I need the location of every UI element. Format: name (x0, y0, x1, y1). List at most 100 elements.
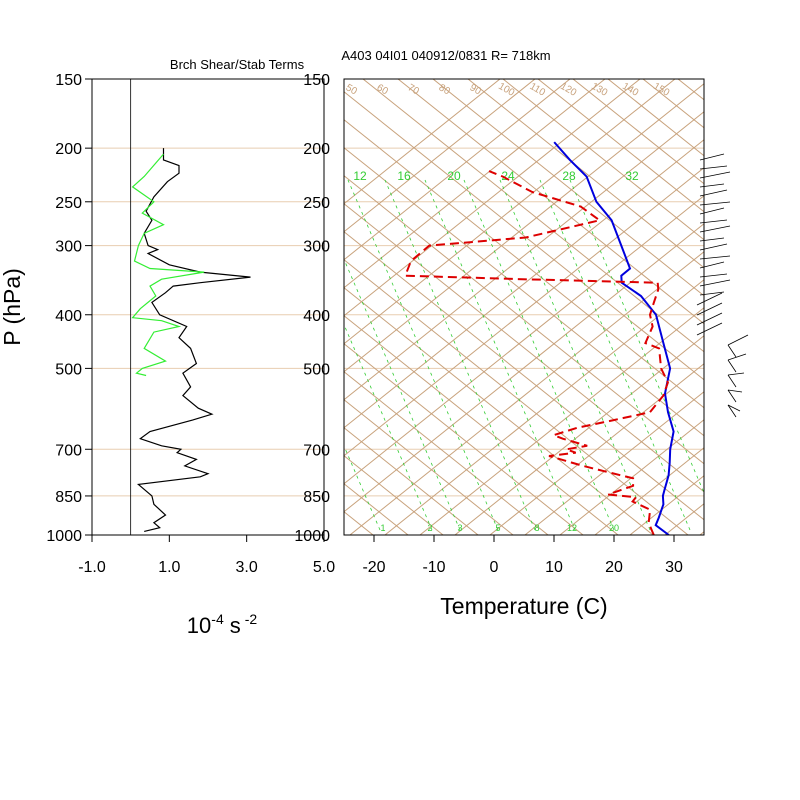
mixing-ratio-line (344, 258, 461, 531)
right-panel-frame (343, 78, 705, 536)
theta-label-50: 50 (344, 82, 360, 97)
wind-barb-staff (727, 334, 749, 346)
right-xtick-label-30: 30 (665, 559, 683, 576)
right-series-group (403, 141, 675, 535)
right-ytick-label-400: 400 (303, 308, 330, 325)
adiabat-line (0, 0, 239, 540)
shear-stab-panel: 150 200 250 300 400 500 700 850 1000 -1.0 1.0 3.0 5… (46, 72, 335, 576)
theta-label-80: 80 (437, 82, 453, 97)
units-axis-label: 10-4 s -2 (187, 611, 258, 638)
left-ytick-label-150: 150 (55, 72, 82, 89)
wind-barb-staff (727, 353, 747, 361)
adiabat-line (344, 427, 479, 535)
adiabat-line (344, 119, 704, 409)
sounding-temperature (553, 141, 675, 535)
right-xtick-label-10: 10 (545, 559, 563, 576)
wind-barb-staff (699, 279, 731, 287)
theta-labels: 50 60 70 80 90 100 110 120 130 140 150 (344, 81, 672, 99)
wind-barb-staff (699, 165, 728, 170)
right-ytick-label-300: 300 (303, 239, 330, 256)
units-unit: s (230, 613, 241, 638)
mixing-ratio-line (463, 179, 615, 531)
shear-stab-title: Brch Shear/Stab Terms (170, 57, 305, 72)
wind-barb-staff (699, 261, 725, 269)
isotherm-line (524, 391, 704, 535)
left-ytick-label-300: 300 (55, 239, 82, 256)
left-series-green (131, 153, 205, 377)
wind-barb-staff (699, 219, 728, 224)
wind-barb-staff (699, 273, 728, 278)
sounding-dewpoint (403, 170, 669, 535)
theta-label-90: 90 (468, 82, 484, 97)
right-ytick-label-850: 850 (303, 489, 330, 506)
isotherm-line (699, 531, 704, 535)
right-xtick-label-20: 20 (605, 559, 623, 576)
adiabat-line (432, 79, 704, 297)
right-xtick-label--10: -10 (422, 559, 445, 576)
right-x-axis: -20 -10 0 10 20 30 (362, 535, 683, 576)
right-ytick-label-500: 500 (303, 361, 330, 378)
mixing-ratio-line (424, 179, 576, 531)
mixing-ratio-label-24: 24 (501, 169, 515, 183)
wind-barb-staff (696, 302, 723, 316)
left-x-axis: -1.0 1.0 3.0 5.0 (78, 535, 335, 576)
adiabat-line (344, 175, 704, 465)
left-ytick-label-1000: 1000 (46, 528, 82, 545)
right-ytick-label-700: 700 (303, 442, 330, 459)
isotherm-line (344, 79, 606, 289)
wind-barb-staff (699, 225, 731, 233)
wind-barb-staff (699, 189, 728, 197)
mixing-ratio-bottom-label-5: 5 (495, 523, 500, 533)
right-xtick-label-0: 0 (490, 559, 499, 576)
theta-label-60: 60 (375, 82, 391, 97)
wind-barb-staff (699, 207, 725, 215)
wind-barb-flag (727, 404, 737, 418)
mixing-ratio-line (569, 179, 704, 494)
pressure-axis-label: P (hPa) (0, 268, 25, 346)
theta-label-130: 130 (589, 81, 609, 99)
adiabat-line (344, 287, 654, 535)
mixing-ratio-label-16: 16 (397, 169, 411, 183)
right-ytick-label-150: 150 (303, 72, 330, 89)
right-ytick-label-1000: 1000 (294, 528, 330, 545)
mixing-ratio-labels: 12 16 20 24 28 321 2 3 5 8 12 20 (353, 169, 639, 533)
mixing-ratio-bottom-label-20: 20 (609, 523, 619, 533)
adiabat-line (344, 399, 514, 535)
left-series-black (136, 148, 251, 532)
isotherm-line (419, 307, 704, 535)
left-xtick-label-1.0: 1.0 (158, 559, 180, 576)
right-xtick-label--20: -20 (362, 559, 385, 576)
adiabat-line (344, 343, 584, 535)
wind-barb-staff (699, 237, 725, 242)
isotherm-line (384, 279, 704, 535)
wind-barb-flag (727, 344, 737, 358)
adiabat-line (502, 79, 704, 241)
mixing-ratio-line (347, 179, 499, 531)
mixing-ratio-label-28: 28 (562, 169, 576, 183)
mixing-ratio-bottom-label-8: 8 (534, 523, 539, 533)
wind-barb-staff (699, 291, 725, 296)
skew-t-panel: 50 60 70 80 90 100 110 120 130 140 150 12 16 20 24 28 3… (0, 0, 705, 576)
left-ytick-label-700: 700 (55, 442, 82, 459)
theta-label-140: 140 (620, 81, 640, 99)
left-ytick-label-200: 200 (55, 141, 82, 158)
wind-barb-staff (727, 404, 741, 412)
adiabat-line (0, 0, 309, 540)
wind-barbs (696, 153, 749, 418)
left-pressure-gridlines (92, 78, 324, 536)
left-ytick-label-250: 250 (55, 195, 82, 212)
wind-barb-staff (699, 201, 731, 206)
wind-barb-staff (699, 243, 728, 251)
left-xtick-label--1.0: -1.0 (78, 559, 106, 576)
adiabat-line (344, 231, 704, 521)
left-y-axis: 150 200 250 300 400 500 700 850 1000 (46, 72, 92, 545)
right-ytick-label-200: 200 (303, 141, 330, 158)
mixing-ratio-bottom-label-2: 2 (427, 523, 432, 533)
units-base: 10 (187, 613, 211, 638)
adiabat-line (0, 0, 169, 540)
left-xtick-label-5.0: 5.0 (313, 559, 335, 576)
mixing-ratio-label-32: 32 (625, 169, 639, 183)
isotherm-line (349, 251, 704, 535)
sounding-title: A403 04I01 040912/0831 R= 718km (341, 48, 550, 63)
adiabat-line (397, 79, 704, 325)
